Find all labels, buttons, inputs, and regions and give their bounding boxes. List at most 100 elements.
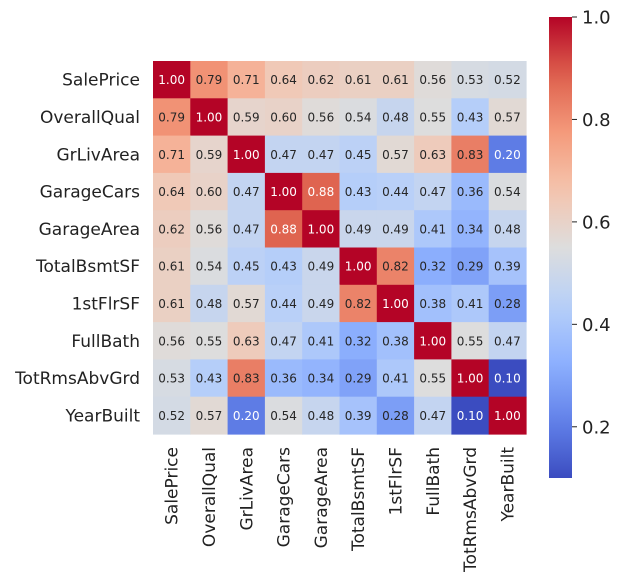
cell-value-label: 0.88 (270, 222, 297, 236)
cell-value-label: 0.55 (419, 372, 446, 386)
cell-value-label: 0.32 (345, 334, 372, 348)
heatmap-cell (264, 98, 303, 137)
cell-value-label: 0.20 (233, 409, 260, 423)
cell-value-label: 0.62 (307, 73, 334, 87)
column-label: GarageArea (312, 447, 332, 548)
heatmap-cell (227, 135, 266, 174)
heatmap-cell (302, 61, 341, 99)
colorbar-tick-label: 0.2 (582, 417, 611, 438)
heatmap-cell (339, 172, 378, 211)
heatmap-cell (227, 247, 266, 286)
row-label: YearBuilt (64, 406, 140, 426)
heatmap-cell (190, 247, 229, 286)
cell-value-label: 0.59 (196, 148, 223, 162)
heatmap-cell (451, 135, 490, 174)
heatmap-cell (264, 61, 303, 99)
cell-value-label: 0.36 (457, 185, 484, 199)
heatmap-cell (414, 98, 452, 137)
row-label: TotRmsAbvGrd (14, 369, 140, 389)
heatmap-cell (153, 284, 191, 323)
heatmap-cell (264, 284, 303, 323)
cell-value-label: 0.44 (382, 185, 409, 199)
cell-value-label: 0.43 (345, 185, 372, 199)
heatmap-cell (451, 322, 490, 360)
heatmap-cell (451, 98, 490, 137)
heatmap-cell (227, 284, 266, 323)
heatmap-cell (414, 135, 452, 174)
cell-value-label: 0.55 (419, 110, 446, 124)
cell-value-label: 0.61 (345, 73, 372, 87)
cell-value-label: 0.61 (158, 297, 185, 311)
cell-value-label: 0.56 (307, 110, 334, 124)
row-tick-labels: SalePrice OverallQual GrLivArea GarageCars G… (14, 71, 140, 427)
cell-value-label: 0.71 (158, 148, 185, 162)
heatmap-cell (376, 284, 415, 323)
cell-value-label: 0.43 (457, 110, 484, 124)
cell-value-label: 1.00 (270, 185, 297, 199)
cell-value-label: 0.88 (307, 185, 334, 199)
heatmap-cell (153, 322, 191, 360)
cell-value-label: 0.20 (494, 148, 521, 162)
heatmap-cell (190, 322, 229, 360)
heatmap-cells (153, 61, 527, 435)
row-label: FullBath (71, 332, 140, 352)
heatmap-cell (302, 135, 341, 174)
heatmap-cell (302, 284, 341, 323)
cell-value-label: 0.47 (419, 409, 446, 423)
cell-value-label: 0.57 (494, 110, 521, 124)
heatmap-cell (339, 210, 378, 249)
heatmap-cell (190, 61, 229, 99)
heatmap-cell (339, 61, 378, 99)
cell-value-label: 0.53 (457, 73, 484, 87)
cell-value-label: 0.56 (158, 334, 185, 348)
cell-value-label: 1.00 (457, 372, 484, 386)
cell-value-label: 0.38 (419, 297, 446, 311)
column-label: FullBath (424, 447, 444, 516)
heatmap-cell (190, 284, 229, 323)
heatmap-cell (451, 172, 490, 211)
heatmap-cell (302, 396, 341, 435)
heatmap-cell (302, 247, 341, 286)
cell-value-label: 0.10 (457, 409, 484, 423)
heatmap-cell (376, 98, 415, 137)
heatmap-cell (414, 172, 452, 211)
cell-value-label: 0.64 (158, 185, 185, 199)
heatmap-cell (414, 210, 452, 249)
cell-value-label: 1.00 (196, 110, 223, 124)
cell-value-label: 0.32 (419, 260, 446, 274)
cell-value-label: 0.47 (233, 222, 260, 236)
row-label: GarageArea (39, 220, 140, 240)
cell-value-label: 0.61 (382, 73, 409, 87)
heatmap-cell (264, 210, 303, 249)
heatmap-cell (153, 359, 191, 398)
heatmap-cell (376, 396, 415, 435)
cell-value-label: 1.00 (345, 260, 372, 274)
heatmap-cell (302, 172, 341, 211)
heatmap-cell (376, 135, 415, 174)
heatmap-cell (376, 322, 415, 360)
heatmap-cell (339, 98, 378, 137)
colorbar-tick-label: 1.0 (582, 8, 611, 29)
cell-value-label: 0.34 (307, 372, 334, 386)
cell-value-label: 0.53 (158, 372, 185, 386)
heatmap-cell (339, 322, 378, 360)
row-label: 1stFlrSF (72, 294, 140, 314)
cell-value-label: 0.45 (233, 260, 260, 274)
heatmap-cell (190, 98, 229, 137)
heatmap-cell (376, 61, 415, 99)
heatmap-cell (153, 396, 191, 435)
cell-value-label: 0.54 (196, 260, 223, 274)
cell-value-label: 0.43 (196, 372, 223, 386)
heatmap-cell (339, 284, 378, 323)
heatmap-cell (264, 247, 303, 286)
cell-value-label: 0.41 (419, 222, 446, 236)
cell-value-label: 0.52 (158, 409, 185, 423)
cell-value-label: 1.00 (307, 222, 334, 236)
cell-value-label: 0.47 (307, 148, 334, 162)
cell-value-label: 0.82 (382, 260, 409, 274)
column-label: YearBuilt (498, 447, 518, 523)
cell-value-label: 0.48 (307, 409, 334, 423)
column-label: TotalBsmtSF (349, 447, 369, 552)
cell-value-label: 0.54 (494, 185, 521, 199)
